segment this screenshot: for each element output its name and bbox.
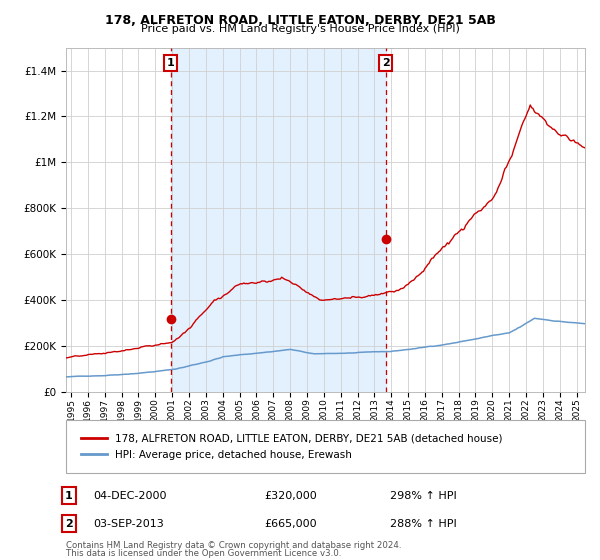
Text: This data is licensed under the Open Government Licence v3.0.: This data is licensed under the Open Gov…	[66, 549, 341, 558]
Text: Contains HM Land Registry data © Crown copyright and database right 2024.: Contains HM Land Registry data © Crown c…	[66, 541, 401, 550]
Text: 2: 2	[382, 58, 389, 68]
Text: 178, ALFRETON ROAD, LITTLE EATON, DERBY, DE21 5AB: 178, ALFRETON ROAD, LITTLE EATON, DERBY,…	[104, 14, 496, 27]
Text: £320,000: £320,000	[264, 491, 317, 501]
Text: 288% ↑ HPI: 288% ↑ HPI	[390, 519, 457, 529]
Text: 03-SEP-2013: 03-SEP-2013	[93, 519, 164, 529]
Text: 2: 2	[65, 519, 73, 529]
Text: 1: 1	[65, 491, 73, 501]
Text: 298% ↑ HPI: 298% ↑ HPI	[390, 491, 457, 501]
Text: 04-DEC-2000: 04-DEC-2000	[93, 491, 167, 501]
Bar	[171, 48, 386, 392]
Text: £665,000: £665,000	[264, 519, 317, 529]
FancyBboxPatch shape	[66, 420, 585, 473]
Text: Price paid vs. HM Land Registry's House Price Index (HPI): Price paid vs. HM Land Registry's House …	[140, 24, 460, 34]
Legend: 178, ALFRETON ROAD, LITTLE EATON, DERBY, DE21 5AB (detached house), HPI: Average: 178, ALFRETON ROAD, LITTLE EATON, DERBY,…	[76, 430, 506, 464]
Text: 1: 1	[167, 58, 175, 68]
